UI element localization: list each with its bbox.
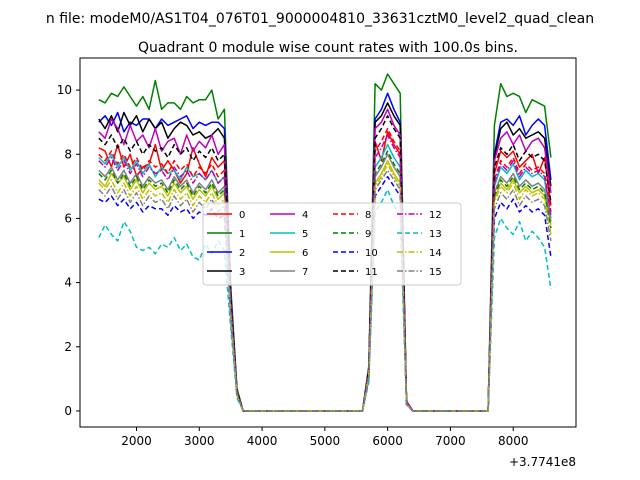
legend-label-12: 12 — [429, 210, 442, 221]
legend-label-1: 1 — [239, 229, 245, 240]
legend-label-15: 15 — [429, 267, 442, 278]
x-tick-label: 3000 — [184, 434, 215, 448]
figure-suptitle: n file: modeM0/AS1T04_076T01_9000004810_… — [46, 11, 594, 27]
chart-title: Quadrant 0 module wise count rates with … — [138, 40, 518, 56]
y-axis: 0 2 4 6 8 10 — [57, 83, 80, 418]
legend-label-10: 10 — [365, 248, 378, 259]
legend-label-3: 3 — [239, 267, 245, 278]
legend-label-13: 13 — [429, 229, 442, 240]
y-tick-label: 0 — [64, 404, 72, 418]
x-tick-label: 8000 — [498, 434, 529, 448]
y-tick-label: 8 — [64, 147, 72, 161]
y-tick-label: 10 — [57, 83, 72, 97]
legend-label-14: 14 — [429, 248, 442, 259]
legend-label-7: 7 — [302, 267, 308, 278]
x-tick-label: 6000 — [372, 434, 403, 448]
x-tick-label: 4000 — [247, 434, 278, 448]
legend-label-9: 9 — [365, 229, 371, 240]
x-axis: 2000 3000 4000 5000 6000 7000 8000 — [121, 427, 528, 448]
legend-label-4: 4 — [302, 210, 308, 221]
legend-label-8: 8 — [365, 210, 371, 221]
series-line-15 — [98, 169, 552, 412]
x-tick-label: 5000 — [310, 434, 341, 448]
legend-frame — [202, 202, 462, 286]
series-line-14 — [98, 163, 552, 412]
y-tick-label: 4 — [64, 276, 72, 290]
legend-label-2: 2 — [239, 248, 245, 259]
legend-label-11: 11 — [365, 267, 378, 278]
y-tick-label: 2 — [64, 340, 72, 354]
legend-label-0: 0 — [239, 210, 245, 221]
x-axis-offset-label: +3.7741e8 — [509, 455, 576, 469]
x-tick-label: 7000 — [435, 434, 466, 448]
series-layer — [98, 73, 552, 412]
legend-label-6: 6 — [302, 248, 308, 259]
plot-area — [79, 57, 577, 428]
x-tick-label: 2000 — [121, 434, 152, 448]
legend-label-5: 5 — [302, 229, 308, 240]
axes-frame — [79, 57, 577, 428]
y-tick-label: 6 — [64, 211, 72, 225]
